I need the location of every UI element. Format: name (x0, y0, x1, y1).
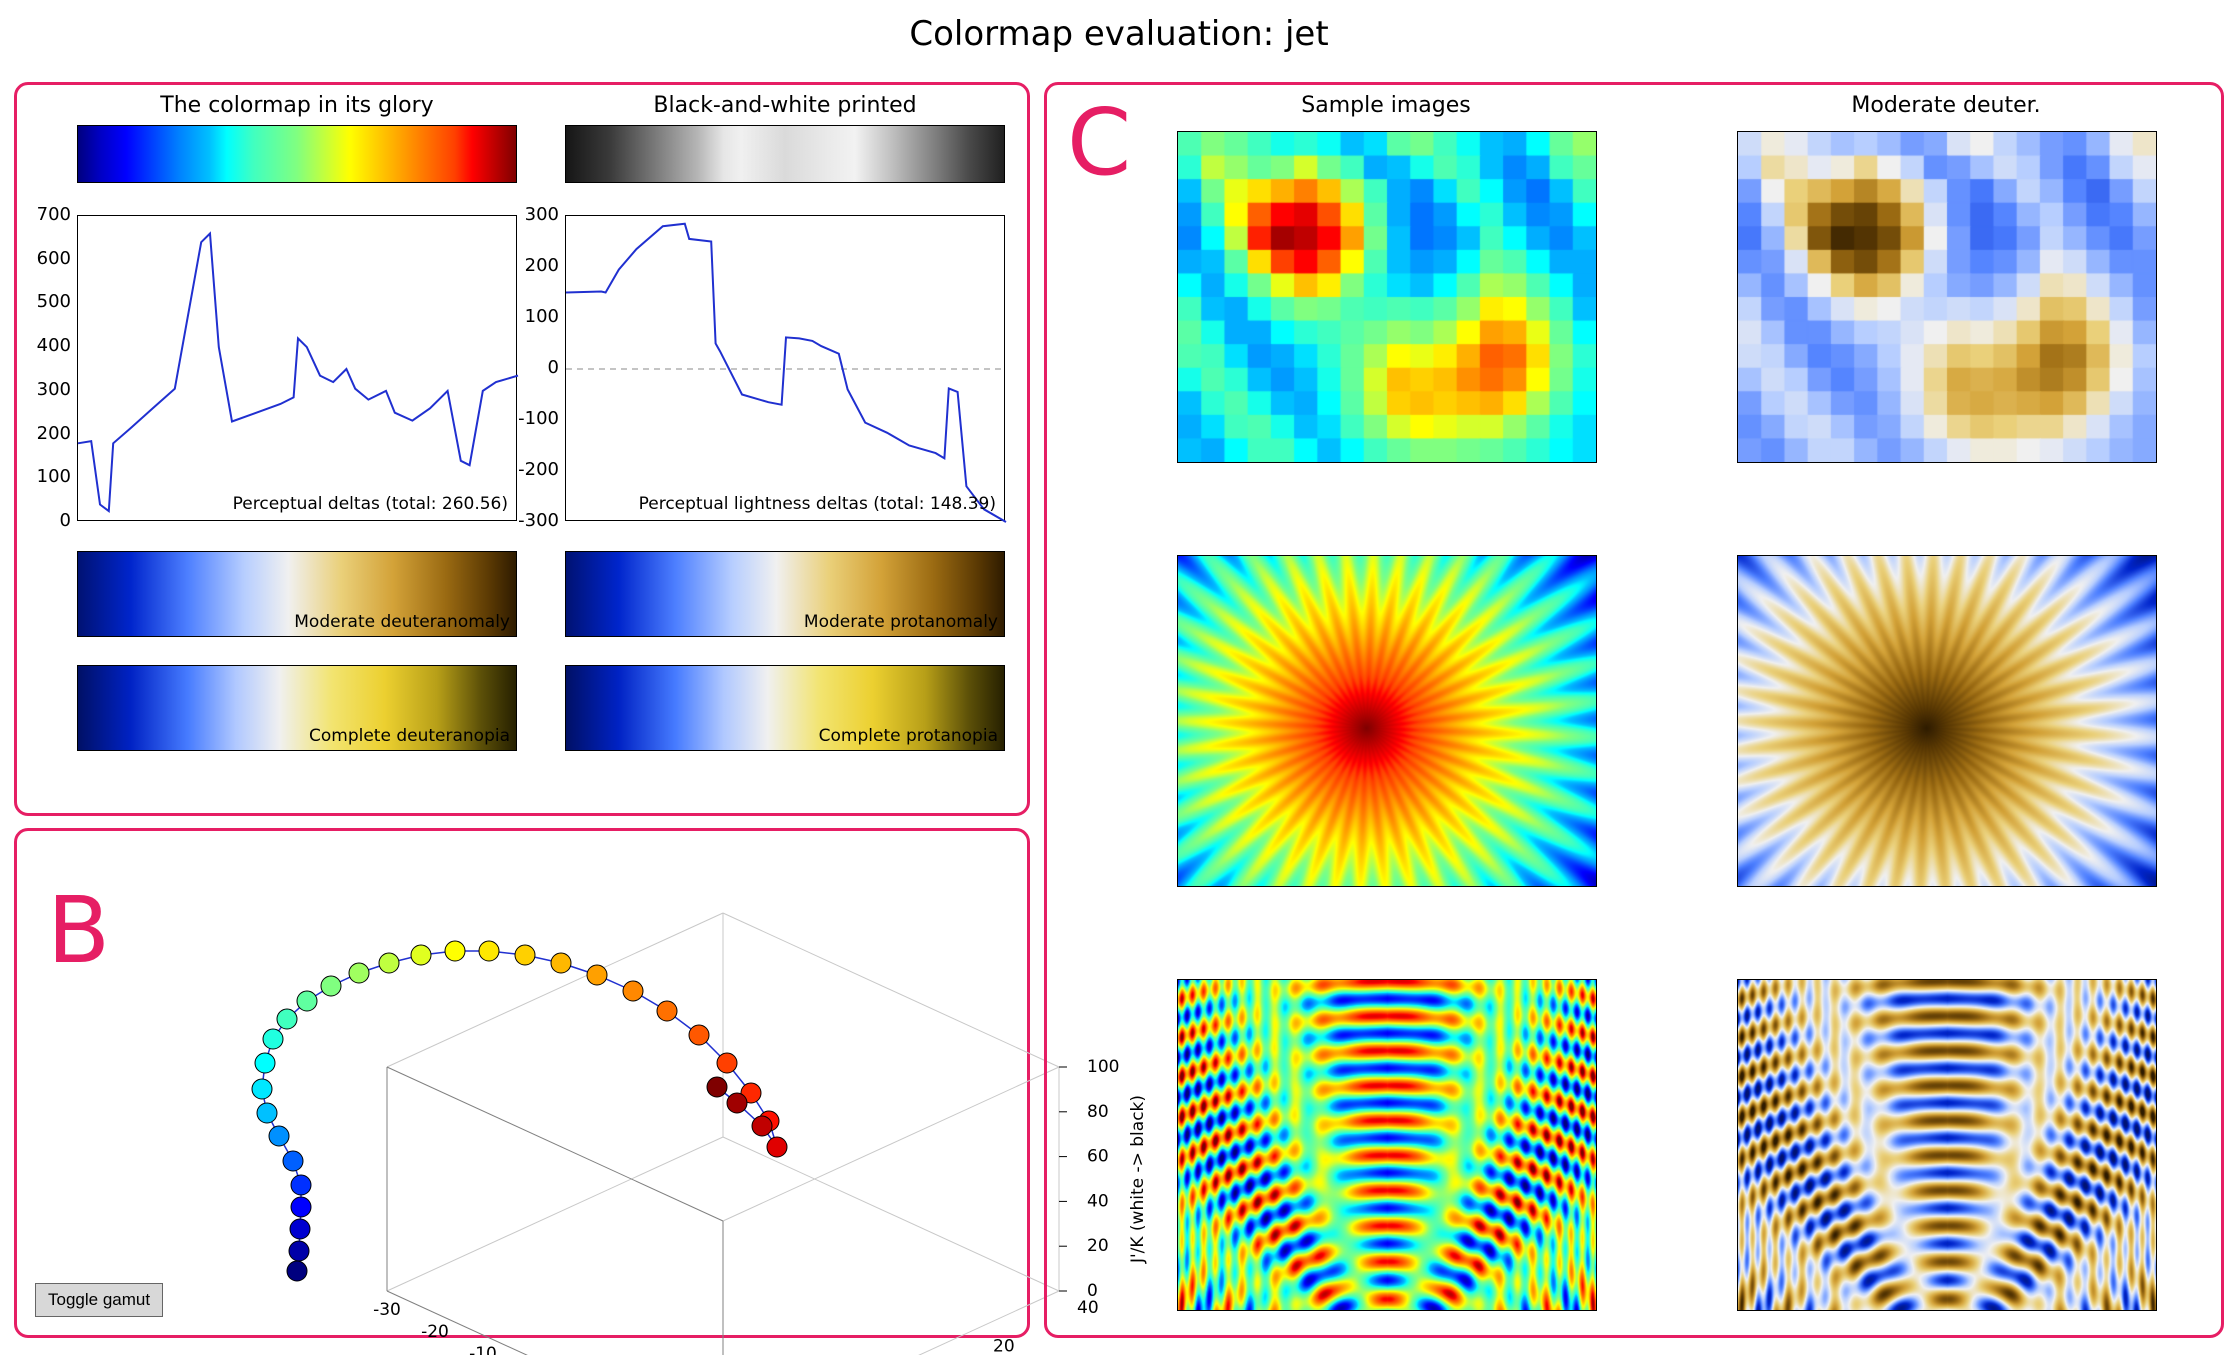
jet-gradient-bar (77, 125, 517, 183)
cvd-bar-prot-complete: Complete protanopia (565, 665, 1005, 751)
colorspace-3d-plot: -30-20-10010203040-40-200204002040608010… (17, 831, 1033, 1341)
bw-gradient-bar (565, 125, 1005, 183)
panel-a: A The colormap in its glory Black-and-wh… (14, 82, 1030, 816)
perceptual-delta-caption: Perceptual deltas (total: 260.56) (233, 494, 508, 514)
sample-interf-deut (1737, 979, 2157, 1311)
sample-pixgrid-deut (1737, 131, 2157, 463)
cvd-bar-deut-complete: Complete deuteranopia (77, 665, 517, 751)
cvd-bar-deut-moderate: Moderate deuteranomaly (77, 551, 517, 637)
panel-c-left-title: Sample images (1177, 93, 1595, 118)
cvd-label: Complete protanopia (819, 726, 998, 746)
svg-text:20: 20 (993, 1337, 1015, 1355)
sample-pixgrid-jet (1177, 131, 1597, 463)
perceptual-delta-chart: Perceptual deltas (total: 260.56) (77, 215, 517, 521)
toggle-gamut-button[interactable]: Toggle gamut (35, 1283, 163, 1317)
lightness-delta-caption: Perceptual lightness deltas (total: 148.… (639, 494, 996, 514)
panel-a-left-title: The colormap in its glory (77, 93, 517, 118)
cvd-label: Moderate protanomaly (804, 612, 998, 632)
sample-interf-jet (1177, 979, 1597, 1311)
cvd-label: Moderate deuteranomaly (294, 612, 510, 632)
panel-a-right-title: Black-and-white printed (565, 93, 1005, 118)
cvd-label: Complete deuteranopia (309, 726, 510, 746)
svg-text:-10: -10 (469, 1344, 497, 1355)
lightness-delta-chart: Perceptual lightness deltas (total: 148.… (565, 215, 1005, 521)
page-title: Colormap evaluation: jet (0, 14, 2238, 54)
panel-c: C Sample images Moderate deuter. (1044, 82, 2224, 1338)
sample-burst-deut (1737, 555, 2157, 887)
svg-text:-30: -30 (373, 1300, 401, 1320)
panel-c-label: C (1067, 89, 1131, 196)
svg-text:-20: -20 (421, 1322, 449, 1342)
sample-burst-jet (1177, 555, 1597, 887)
panel-c-right-title: Moderate deuter. (1737, 93, 2155, 118)
page-root: { "title": "Colormap evaluation: jet", "… (0, 0, 2238, 1355)
cvd-bar-prot-moderate: Moderate protanomaly (565, 551, 1005, 637)
panel-b: B -30-20-10010203040-40-2002040020406080… (14, 828, 1030, 1338)
